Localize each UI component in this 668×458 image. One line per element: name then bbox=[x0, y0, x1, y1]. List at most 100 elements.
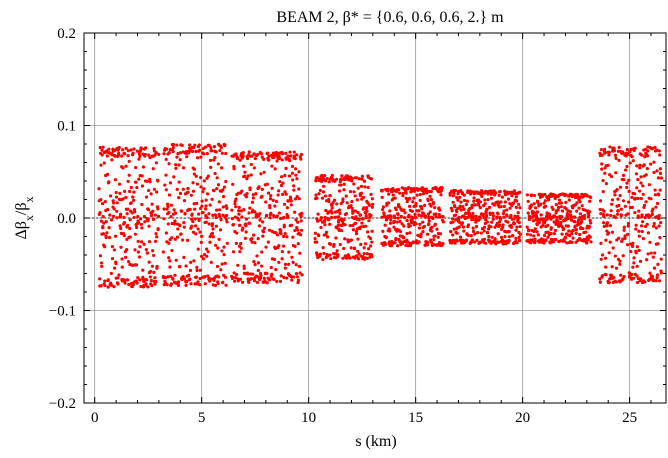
data-point bbox=[100, 148, 104, 152]
data-point bbox=[389, 214, 393, 219]
data-point bbox=[238, 277, 243, 281]
data-point bbox=[451, 233, 455, 237]
data-point bbox=[341, 199, 345, 204]
data-point bbox=[104, 220, 108, 224]
data-point bbox=[192, 167, 196, 171]
data-point bbox=[353, 209, 358, 213]
data-point bbox=[641, 237, 646, 241]
data-point bbox=[607, 281, 611, 285]
data-point bbox=[210, 222, 215, 226]
data-point bbox=[614, 156, 618, 160]
data-point bbox=[124, 164, 128, 168]
data-point bbox=[321, 190, 326, 194]
data-point bbox=[168, 181, 173, 185]
data-point bbox=[191, 181, 195, 185]
data-point bbox=[290, 255, 294, 259]
data-point bbox=[632, 276, 636, 280]
data-point bbox=[181, 166, 186, 170]
data-point bbox=[585, 194, 590, 198]
data-point bbox=[151, 167, 155, 171]
data-point bbox=[386, 201, 391, 205]
data-point bbox=[167, 151, 171, 155]
data-point bbox=[561, 227, 566, 231]
data-point bbox=[107, 147, 111, 151]
data-point bbox=[505, 214, 509, 218]
data-point bbox=[279, 232, 283, 236]
data-point bbox=[292, 188, 296, 192]
data-point bbox=[155, 264, 159, 269]
data-point bbox=[388, 209, 392, 213]
data-point bbox=[361, 195, 366, 199]
data-point bbox=[104, 235, 108, 240]
data-point bbox=[223, 261, 227, 265]
data-point bbox=[384, 235, 388, 239]
data-point bbox=[296, 242, 300, 246]
data-point bbox=[211, 213, 215, 217]
data-point bbox=[240, 215, 244, 219]
data-point bbox=[243, 236, 247, 240]
data-point bbox=[101, 214, 105, 219]
data-point bbox=[109, 271, 113, 276]
data-point bbox=[148, 177, 152, 181]
data-point bbox=[201, 190, 205, 194]
data-point bbox=[192, 172, 196, 176]
data-point bbox=[127, 159, 131, 163]
data-point bbox=[180, 143, 184, 148]
data-point bbox=[637, 229, 641, 233]
data-point bbox=[532, 234, 536, 238]
data-point bbox=[637, 234, 641, 238]
data-point bbox=[164, 157, 168, 161]
data-point bbox=[138, 245, 142, 249]
data-point bbox=[102, 221, 106, 225]
data-point bbox=[652, 170, 656, 175]
data-point bbox=[148, 275, 152, 279]
data-point bbox=[247, 150, 251, 154]
data-point bbox=[401, 191, 405, 196]
data-point bbox=[328, 253, 332, 257]
data-point bbox=[431, 202, 435, 206]
data-point bbox=[341, 256, 345, 260]
data-point bbox=[387, 240, 392, 244]
data-point bbox=[174, 258, 178, 262]
data-point bbox=[469, 234, 473, 238]
data-point bbox=[476, 203, 481, 207]
data-point bbox=[512, 222, 517, 226]
data-point bbox=[475, 238, 479, 242]
data-point bbox=[289, 199, 293, 203]
data-point bbox=[219, 218, 223, 222]
data-point bbox=[574, 228, 579, 232]
data-point bbox=[299, 152, 304, 157]
data-point bbox=[161, 250, 165, 254]
data-point bbox=[649, 162, 653, 166]
data-point bbox=[194, 232, 198, 236]
data-point bbox=[602, 214, 606, 218]
data-point bbox=[126, 154, 130, 158]
data-point bbox=[621, 150, 625, 154]
data-point bbox=[534, 206, 538, 210]
data-point bbox=[182, 220, 186, 225]
data-point bbox=[253, 210, 257, 214]
data-point bbox=[621, 173, 626, 177]
data-point bbox=[287, 174, 292, 178]
data-point bbox=[537, 220, 541, 225]
data-point bbox=[118, 191, 122, 195]
data-point bbox=[145, 251, 149, 255]
data-point bbox=[608, 240, 612, 244]
data-point bbox=[204, 220, 208, 224]
data-point bbox=[126, 179, 130, 183]
data-point bbox=[171, 277, 175, 281]
data-point bbox=[334, 236, 338, 240]
data-point bbox=[430, 229, 434, 233]
data-point bbox=[282, 202, 287, 206]
data-point bbox=[396, 212, 400, 217]
data-point bbox=[510, 194, 514, 198]
data-point bbox=[215, 187, 219, 191]
data-point bbox=[291, 275, 296, 279]
data-point bbox=[427, 215, 432, 219]
data-point bbox=[553, 228, 558, 233]
data-point bbox=[584, 230, 588, 234]
data-point bbox=[201, 211, 205, 215]
data-point bbox=[570, 240, 574, 244]
data-point bbox=[610, 198, 615, 202]
data-point bbox=[369, 213, 373, 218]
